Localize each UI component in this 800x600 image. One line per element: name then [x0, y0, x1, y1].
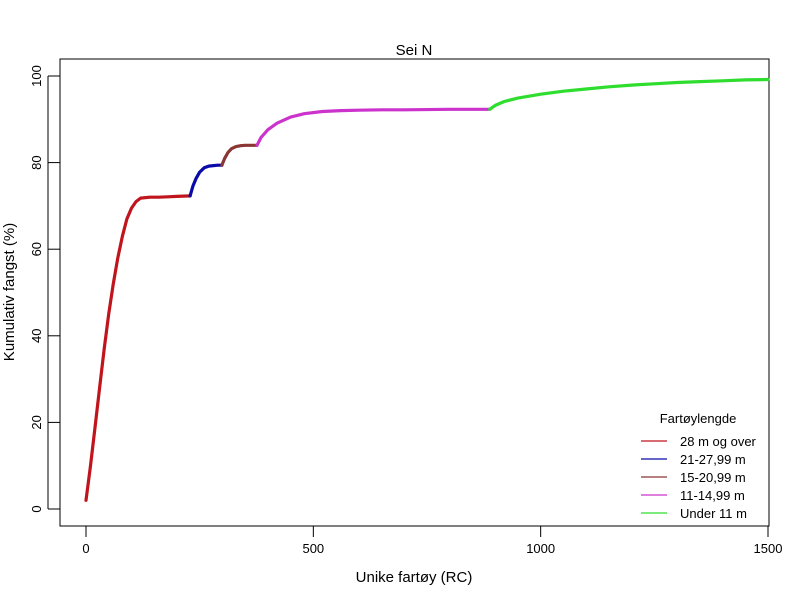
- series-line: [488, 77, 770, 111]
- y-tick-label: 100: [29, 65, 44, 87]
- x-tick-label: 1500: [754, 541, 783, 556]
- y-axis-label: Kumulativ fangst (%): [1, 223, 18, 361]
- data-series: [84, 77, 770, 502]
- series-line: [188, 163, 224, 198]
- legend-label: 15-20,99 m: [680, 470, 746, 485]
- y-tick-label: 20: [29, 415, 44, 429]
- legend-label: 21-27,99 m: [680, 452, 746, 467]
- legend-label: Under 11 m: [680, 506, 747, 521]
- y-tick-label: 80: [29, 155, 44, 169]
- x-axis-label: Unike fartøy (RC): [356, 569, 473, 586]
- y-tick-label: 40: [29, 329, 44, 343]
- series-line: [84, 194, 192, 502]
- x-tick-label: 500: [302, 541, 324, 556]
- y-axis: 0 20 40 60 80 100: [29, 65, 60, 513]
- legend: Fartøylengde 28 m og over 21-27,99 m 15-20…: [641, 411, 757, 521]
- legend-label: 28 m og over: [680, 434, 757, 449]
- plot-area-border: [59, 58, 770, 527]
- series-line: [255, 107, 492, 147]
- y-tick-label: 0: [29, 505, 44, 512]
- y-tick-label: 60: [29, 242, 44, 256]
- legend-title: Fartøylengde: [660, 411, 737, 426]
- x-tick-label: 1000: [526, 541, 555, 556]
- x-tick-label: 0: [82, 541, 89, 556]
- series-line: [220, 143, 259, 167]
- legend-label: 11-14,99 m: [680, 488, 745, 503]
- x-axis: 0 500 1000 1500: [82, 526, 782, 556]
- chart-title: Sei N: [396, 42, 433, 59]
